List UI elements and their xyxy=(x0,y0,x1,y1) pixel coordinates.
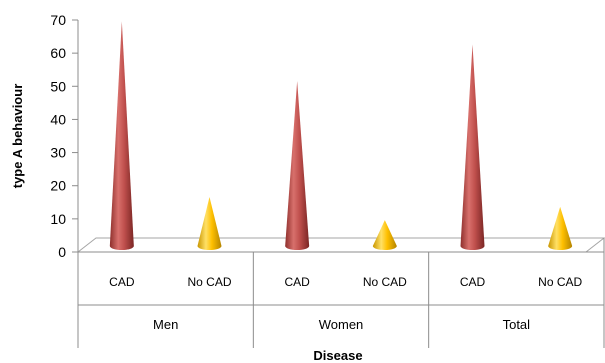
x-axis-labels: CAD No CAD Men CAD No CAD Women CAD No CAD Total xyxy=(78,252,604,348)
y-tick-label: 10 xyxy=(50,211,66,227)
cone-total-no-cad xyxy=(548,206,573,250)
group-label: Men xyxy=(153,317,178,332)
category-label: No CAD xyxy=(363,275,407,289)
y-tick-label: 0 xyxy=(58,244,66,260)
cone-women-cad xyxy=(285,80,310,250)
group-label: Total xyxy=(503,317,531,332)
category-label: CAD xyxy=(460,275,486,289)
category-label: CAD xyxy=(109,275,135,289)
category-label: No CAD xyxy=(187,275,231,289)
group-label: Women xyxy=(319,317,364,332)
y-tick-label: 70 xyxy=(50,12,66,28)
y-axis-title: type A behaviour xyxy=(10,84,25,189)
y-tick-label: 60 xyxy=(50,45,66,61)
y-tick-label: 30 xyxy=(50,145,66,161)
cone-total-cad xyxy=(460,44,485,251)
y-axis-ticks: 0 10 20 30 40 50 60 70 xyxy=(50,12,78,260)
x-axis-title: Disease xyxy=(313,348,362,363)
y-tick-label: 40 xyxy=(50,111,66,127)
y-tick-label: 50 xyxy=(50,78,66,94)
cone-women-no-cad xyxy=(372,220,397,250)
chart-floor xyxy=(76,237,605,253)
cone-men-no-cad xyxy=(197,196,222,250)
category-label: CAD xyxy=(284,275,310,289)
axes xyxy=(76,20,605,348)
cone-marks xyxy=(109,21,573,251)
cone-men-cad xyxy=(109,21,134,250)
category-label: No CAD xyxy=(538,275,582,289)
y-tick-label: 20 xyxy=(50,178,66,194)
